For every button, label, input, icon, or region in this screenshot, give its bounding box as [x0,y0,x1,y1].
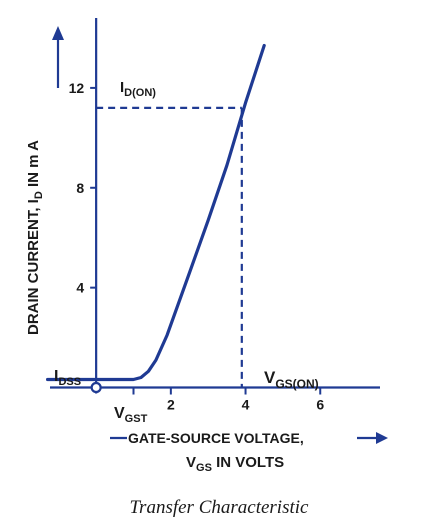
chart-caption: Transfer Characteristic [130,497,309,518]
x-tick-label-0: 2 [167,397,175,413]
annotation-id-on: ID(ON) [120,79,156,99]
annotation-vgs-on: VGS(ON) [264,368,319,391]
plot-marks: 2 4 6 4 8 12 [46,18,380,413]
x-label-arrows [110,432,388,444]
y-label-arrow [52,26,64,88]
y-tick-label-2: 12 [69,80,85,96]
y-axis-label: DRAIN CURRENT, ID IN m A [25,140,45,335]
y-tick-label-1: 8 [76,180,84,196]
x-axis-label-line1: GATE-SOURCE VOLTAGE, [128,430,304,446]
transfer-curve [46,43,266,382]
x-axis-label-line2: VGS IN VOLTS [186,454,284,474]
x-tick-label-2: 6 [316,397,324,413]
y-tick-label-0: 4 [76,280,84,296]
annotation-vgst: VGST [114,405,148,425]
annotation-idss: IDSS [54,368,81,388]
x-tick-label-1: 4 [242,397,250,413]
origin-marker [90,381,102,394]
